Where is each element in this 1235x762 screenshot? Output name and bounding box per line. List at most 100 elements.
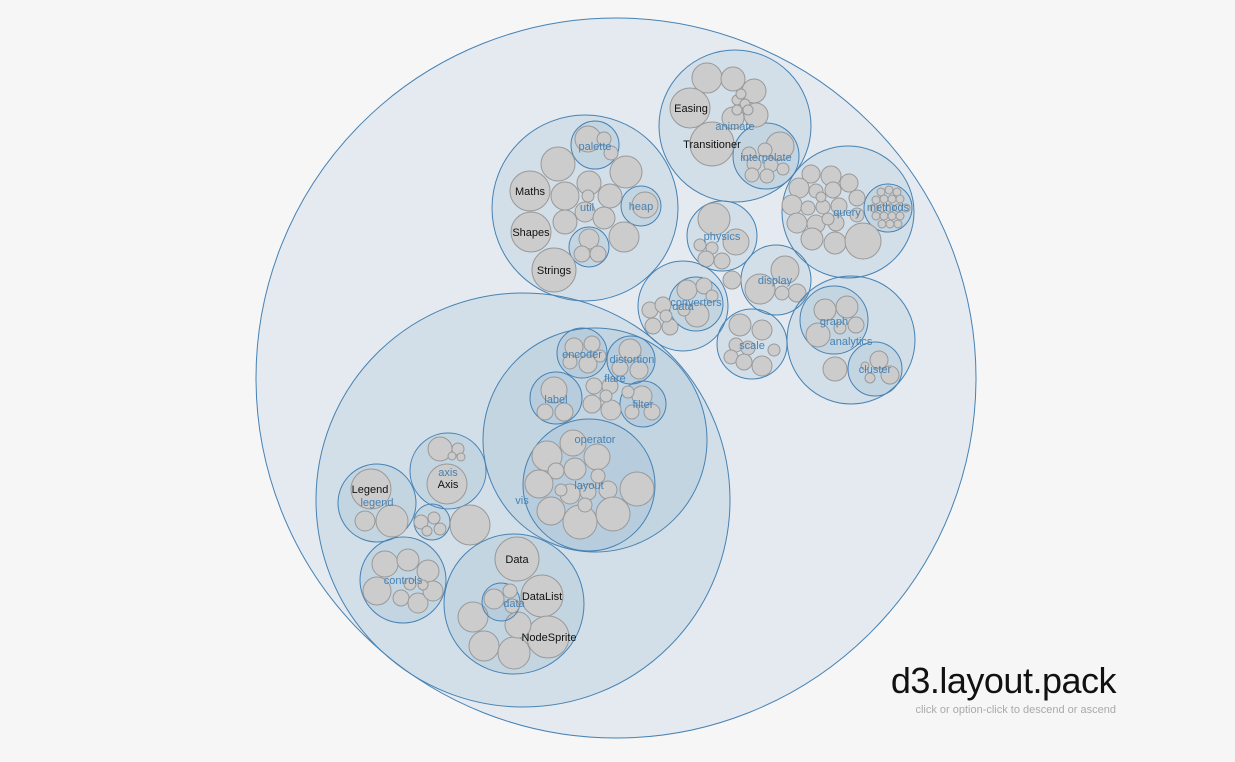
leaf-node-circle[interactable] bbox=[800, 227, 824, 251]
leaf-node-circle[interactable] bbox=[689, 121, 735, 167]
leaf-node-circle[interactable] bbox=[468, 630, 500, 662]
leaf-node-circle[interactable] bbox=[893, 219, 903, 229]
leaf-node-circle[interactable] bbox=[848, 189, 866, 207]
leaf-node-circle[interactable] bbox=[869, 350, 889, 370]
leaf-node-circle[interactable] bbox=[362, 576, 392, 606]
leaf-node-circle[interactable] bbox=[631, 191, 659, 219]
leaf-node-circle[interactable] bbox=[504, 611, 532, 639]
leaf-node-circle[interactable] bbox=[531, 247, 577, 293]
leaf-node-circle[interactable] bbox=[901, 203, 911, 213]
leaf-node-circle[interactable] bbox=[835, 295, 859, 319]
leaf-node-circle[interactable] bbox=[781, 194, 803, 216]
leaf-node-circle[interactable] bbox=[618, 338, 642, 362]
leaf-node-circle[interactable] bbox=[742, 104, 754, 116]
leaf-node-circle[interactable] bbox=[589, 245, 607, 263]
leaf-node-circle[interactable] bbox=[759, 168, 775, 184]
leaf-node-circle[interactable] bbox=[593, 349, 607, 363]
leaf-node-circle[interactable] bbox=[590, 468, 606, 484]
leaf-node-circle[interactable] bbox=[456, 452, 466, 462]
leaf-node-circle[interactable] bbox=[554, 483, 568, 497]
leaf-node-circle[interactable] bbox=[536, 403, 554, 421]
leaf-node-circle[interactable] bbox=[426, 463, 468, 505]
leaf-node-circle[interactable] bbox=[354, 510, 376, 532]
leaf-node-circle[interactable] bbox=[713, 252, 731, 270]
leaf-node-circle[interactable] bbox=[552, 209, 578, 235]
leaf-node-circle[interactable] bbox=[609, 155, 643, 189]
leaf-node-circle[interactable] bbox=[559, 429, 587, 457]
leaf-node-circle[interactable] bbox=[751, 355, 773, 377]
leaf-node-circle[interactable] bbox=[722, 270, 742, 290]
leaf-node-circle[interactable] bbox=[494, 536, 540, 582]
leaf-node-circle[interactable] bbox=[695, 277, 713, 295]
leaf-node-circle[interactable] bbox=[644, 317, 662, 335]
leaf-node-circle[interactable] bbox=[350, 468, 392, 510]
leaf-node-circle[interactable] bbox=[449, 504, 491, 546]
leaf-node-circle[interactable] bbox=[457, 601, 489, 633]
leaf-node-circle[interactable] bbox=[573, 245, 591, 263]
leaf-node-circle[interactable] bbox=[885, 219, 895, 229]
leaf-node-circle[interactable] bbox=[392, 589, 410, 607]
leaf-node-circle[interactable] bbox=[880, 365, 900, 385]
leaf-node-circle[interactable] bbox=[510, 211, 552, 253]
leaf-node-circle[interactable] bbox=[502, 583, 518, 599]
leaf-node-circle[interactable] bbox=[554, 402, 574, 422]
leaf-node-circle[interactable] bbox=[603, 145, 619, 161]
leaf-node-circle[interactable] bbox=[691, 62, 723, 94]
leaf-node-circle[interactable] bbox=[833, 321, 847, 335]
leaf-node-circle[interactable] bbox=[839, 173, 859, 193]
leaf-node-circle[interactable] bbox=[577, 497, 593, 513]
leaf-node-circle[interactable] bbox=[375, 504, 409, 538]
leaf-node-circle[interactable] bbox=[547, 462, 565, 480]
leaf-node-circle[interactable] bbox=[600, 399, 622, 421]
leaf-node-circle[interactable] bbox=[697, 202, 731, 236]
leaf-node-circle[interactable] bbox=[540, 376, 568, 404]
leaf-node-circle[interactable] bbox=[823, 231, 847, 255]
leaf-node-circle[interactable] bbox=[720, 66, 746, 92]
leaf-node-circle[interactable] bbox=[550, 181, 580, 211]
leaf-node-circle[interactable] bbox=[447, 451, 457, 461]
leaf-node-circle[interactable] bbox=[895, 194, 905, 204]
leaf-node-circle[interactable] bbox=[562, 354, 578, 370]
leaf-node-circle[interactable] bbox=[413, 514, 429, 530]
leaf-node-circle[interactable] bbox=[578, 228, 600, 250]
leaf-node-circle[interactable] bbox=[583, 443, 611, 471]
leaf-node-circle[interactable] bbox=[728, 313, 752, 337]
leaf-node-circle[interactable] bbox=[770, 255, 800, 285]
leaf-node-circle[interactable] bbox=[860, 361, 870, 371]
leaf-node-circle[interactable] bbox=[585, 377, 603, 395]
leaf-node-circle[interactable] bbox=[629, 360, 649, 380]
leaf-node-circle[interactable] bbox=[847, 316, 865, 334]
leaf-node-circle[interactable] bbox=[483, 588, 505, 610]
leaf-node-circle[interactable] bbox=[731, 104, 743, 116]
leaf-node-circle[interactable] bbox=[849, 207, 865, 223]
leaf-node-circle[interactable] bbox=[767, 343, 781, 357]
leaf-node-circle[interactable] bbox=[595, 496, 631, 532]
leaf-node-circle[interactable] bbox=[433, 522, 447, 536]
leaf-node-circle[interactable] bbox=[744, 167, 760, 183]
leaf-node-circle[interactable] bbox=[751, 319, 773, 341]
leaf-node-circle[interactable] bbox=[744, 273, 776, 305]
leaf-node-circle[interactable] bbox=[421, 525, 433, 537]
leaf-node-circle[interactable] bbox=[599, 389, 613, 403]
leaf-node-circle[interactable] bbox=[596, 131, 612, 147]
leaf-node-circle[interactable] bbox=[540, 146, 576, 182]
leaf-node-circle[interactable] bbox=[371, 550, 399, 578]
leaf-node-circle[interactable] bbox=[735, 88, 747, 100]
leaf-node-circle[interactable] bbox=[592, 206, 616, 230]
leaf-node-circle[interactable] bbox=[504, 598, 520, 614]
leaf-node-circle[interactable] bbox=[677, 303, 691, 317]
leaf-node-circle[interactable] bbox=[757, 142, 773, 158]
leaf-node-circle[interactable] bbox=[407, 592, 429, 614]
leaf-node-circle[interactable] bbox=[815, 191, 827, 203]
leaf-node-circle[interactable] bbox=[526, 615, 570, 659]
leaf-node-circle[interactable] bbox=[624, 404, 640, 420]
leaf-node-circle[interactable] bbox=[822, 356, 848, 382]
leaf-node-circle[interactable] bbox=[844, 222, 882, 260]
leaf-node-circle[interactable] bbox=[563, 457, 587, 481]
leaf-node-circle[interactable] bbox=[830, 197, 848, 215]
leaf-node-circle[interactable] bbox=[735, 353, 753, 371]
leaf-node-circle[interactable] bbox=[524, 469, 554, 499]
leaf-node-circle[interactable] bbox=[800, 200, 816, 216]
leaf-node-circle[interactable] bbox=[536, 496, 566, 526]
